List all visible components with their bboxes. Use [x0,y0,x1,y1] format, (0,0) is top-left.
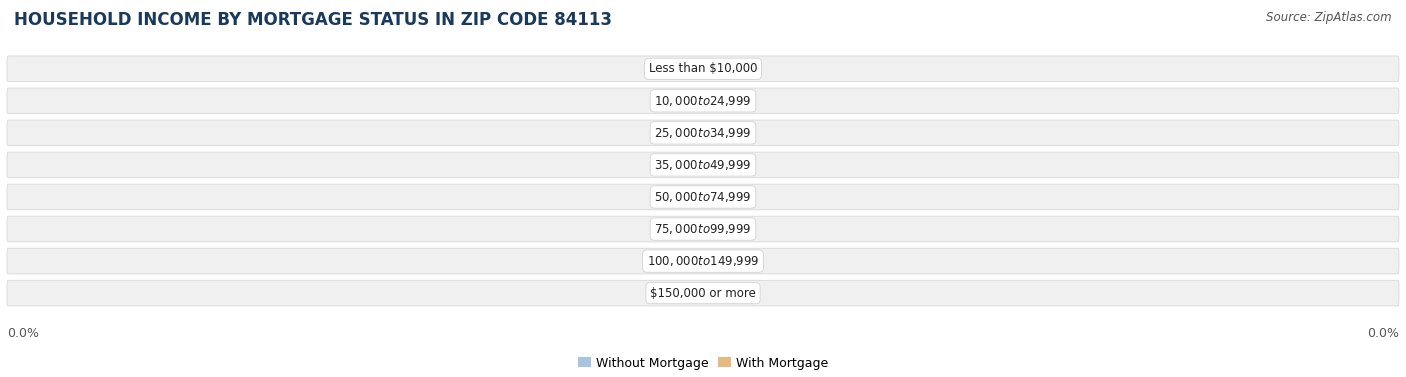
FancyBboxPatch shape [658,284,703,303]
Text: $10,000 to $24,999: $10,000 to $24,999 [654,94,752,108]
FancyBboxPatch shape [7,216,1399,242]
Text: 0.0%: 0.0% [666,256,695,266]
FancyBboxPatch shape [658,91,703,110]
FancyBboxPatch shape [658,251,703,271]
FancyBboxPatch shape [7,152,1399,178]
FancyBboxPatch shape [703,284,748,303]
FancyBboxPatch shape [658,59,703,78]
Text: Source: ZipAtlas.com: Source: ZipAtlas.com [1267,11,1392,24]
Text: 0.0%: 0.0% [711,160,740,170]
Legend: Without Mortgage, With Mortgage: Without Mortgage, With Mortgage [574,352,832,375]
Text: 0.0%: 0.0% [711,64,740,74]
Text: 0.0%: 0.0% [666,64,695,74]
Text: 0.0%: 0.0% [666,96,695,106]
Text: 0.0%: 0.0% [711,288,740,298]
Text: HOUSEHOLD INCOME BY MORTGAGE STATUS IN ZIP CODE 84113: HOUSEHOLD INCOME BY MORTGAGE STATUS IN Z… [14,11,612,29]
Text: $150,000 or more: $150,000 or more [650,287,756,300]
FancyBboxPatch shape [703,59,748,78]
FancyBboxPatch shape [7,184,1399,210]
Text: 0.0%: 0.0% [7,327,39,340]
FancyBboxPatch shape [658,187,703,207]
Text: $75,000 to $99,999: $75,000 to $99,999 [654,222,752,236]
Text: 0.0%: 0.0% [711,256,740,266]
Text: 0.0%: 0.0% [711,224,740,234]
Text: 0.0%: 0.0% [711,96,740,106]
Text: 0.0%: 0.0% [1367,327,1399,340]
FancyBboxPatch shape [658,155,703,175]
FancyBboxPatch shape [7,88,1399,114]
Text: 0.0%: 0.0% [711,192,740,202]
Text: 0.0%: 0.0% [666,224,695,234]
Text: 0.0%: 0.0% [666,160,695,170]
Text: 0.0%: 0.0% [666,192,695,202]
Text: 0.0%: 0.0% [666,128,695,138]
Text: Less than $10,000: Less than $10,000 [648,62,758,75]
FancyBboxPatch shape [7,248,1399,274]
FancyBboxPatch shape [703,187,748,207]
FancyBboxPatch shape [703,91,748,110]
FancyBboxPatch shape [703,123,748,143]
FancyBboxPatch shape [7,56,1399,82]
FancyBboxPatch shape [658,219,703,239]
FancyBboxPatch shape [7,120,1399,146]
FancyBboxPatch shape [658,123,703,143]
FancyBboxPatch shape [703,251,748,271]
Text: $25,000 to $34,999: $25,000 to $34,999 [654,126,752,140]
Text: 0.0%: 0.0% [666,288,695,298]
FancyBboxPatch shape [703,155,748,175]
Text: $50,000 to $74,999: $50,000 to $74,999 [654,190,752,204]
Text: $35,000 to $49,999: $35,000 to $49,999 [654,158,752,172]
FancyBboxPatch shape [7,280,1399,306]
Text: 0.0%: 0.0% [711,128,740,138]
FancyBboxPatch shape [703,219,748,239]
Text: $100,000 to $149,999: $100,000 to $149,999 [647,254,759,268]
